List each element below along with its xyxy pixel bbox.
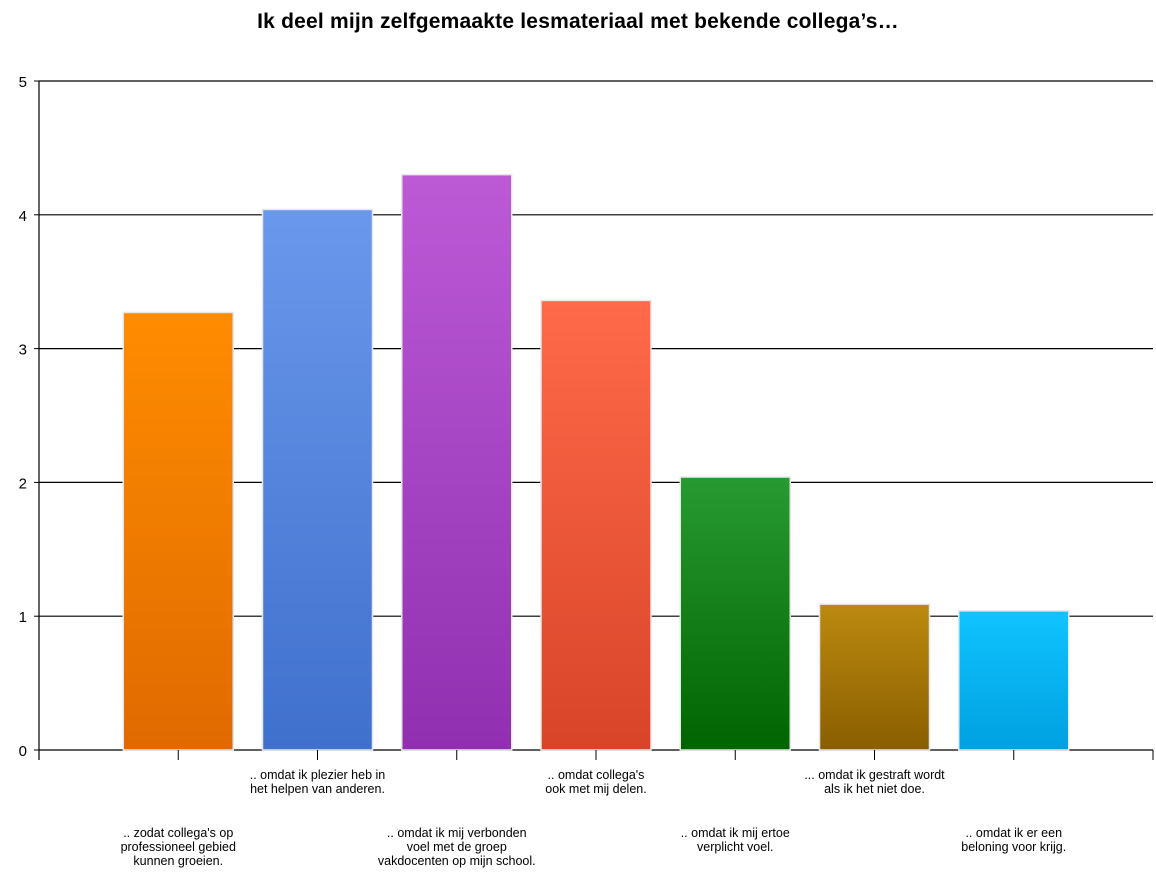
y-tick-label-3: 3: [19, 342, 27, 359]
x-category-label-0-line-1: professioneel gebied: [120, 840, 236, 854]
y-tick-label-2: 2: [19, 475, 27, 492]
bar-2: [401, 173, 513, 751]
x-category-label-2: .. omdat ik mij verbonden voel met de gro…: [337, 826, 577, 868]
x-category-label-2-line-0: .. omdat ik mij verbonden: [386, 826, 527, 840]
x-category-label-2-line-2: vakdocenten op mijn school.: [377, 854, 536, 868]
x-category-label-1-line-0: .. omdat ik plezier heb in: [249, 768, 386, 782]
x-category-label-6: .. omdat ik er een beloning voor krijg.: [894, 826, 1134, 854]
bar-4: [679, 476, 791, 751]
y-tick-label-4: 4: [19, 208, 27, 225]
x-category-label-6-line-1: beloning voor krijg.: [961, 840, 1067, 854]
x-category-label-0: .. zodat collega's op professioneel gebie…: [58, 826, 298, 868]
x-category-label-1: .. omdat ik plezier heb in het helpen van…: [198, 768, 438, 796]
x-category-label-0-line-0: .. zodat collega's op: [123, 826, 234, 840]
bar-3: [540, 299, 652, 751]
bar-1: [261, 208, 374, 751]
bar-6: [958, 610, 1070, 751]
y-tick-label-1: 1: [19, 609, 27, 626]
x-category-label-5-line-1: als ik het niet doe.: [824, 782, 925, 796]
bar-0: [122, 311, 234, 751]
y-tick-label-0: 0: [19, 743, 27, 760]
x-category-label-4-line-0: .. omdat ik mij ertoe: [680, 826, 790, 840]
x-category-label-6-line-0: .. omdat ik er een: [965, 826, 1063, 840]
x-category-label-3-line-1: ook met mij delen.: [545, 782, 647, 796]
x-category-label-2-line-1: voel met de groep: [406, 840, 507, 854]
x-category-label-4: .. omdat ik mij ertoe verplicht voel.: [615, 826, 855, 854]
x-category-label-5: ... omdat ik gestraft wordt als ik het ni…: [755, 768, 995, 796]
bars: [122, 173, 1070, 751]
x-category-label-1-line-1: het helpen van anderen.: [250, 782, 385, 796]
y-tick-label-5: 5: [19, 74, 27, 91]
x-category-label-4-line-1: verplicht voel.: [697, 840, 774, 854]
chart-title: Ik deel mijn zelfgemaakte lesmateriaal m…: [257, 10, 899, 33]
x-category-label-5-line-0: ... omdat ik gestraft wordt: [804, 768, 945, 782]
x-category-label-0-line-2: kunnen groeien.: [133, 854, 224, 868]
axes: 0 1 2 3 4 5: [19, 74, 1154, 760]
x-category-label-3-line-0: .. omdat collega's: [547, 768, 645, 782]
x-category-label-3: .. omdat collega's ook met mij delen.: [476, 768, 716, 796]
bar-5: [818, 603, 931, 751]
